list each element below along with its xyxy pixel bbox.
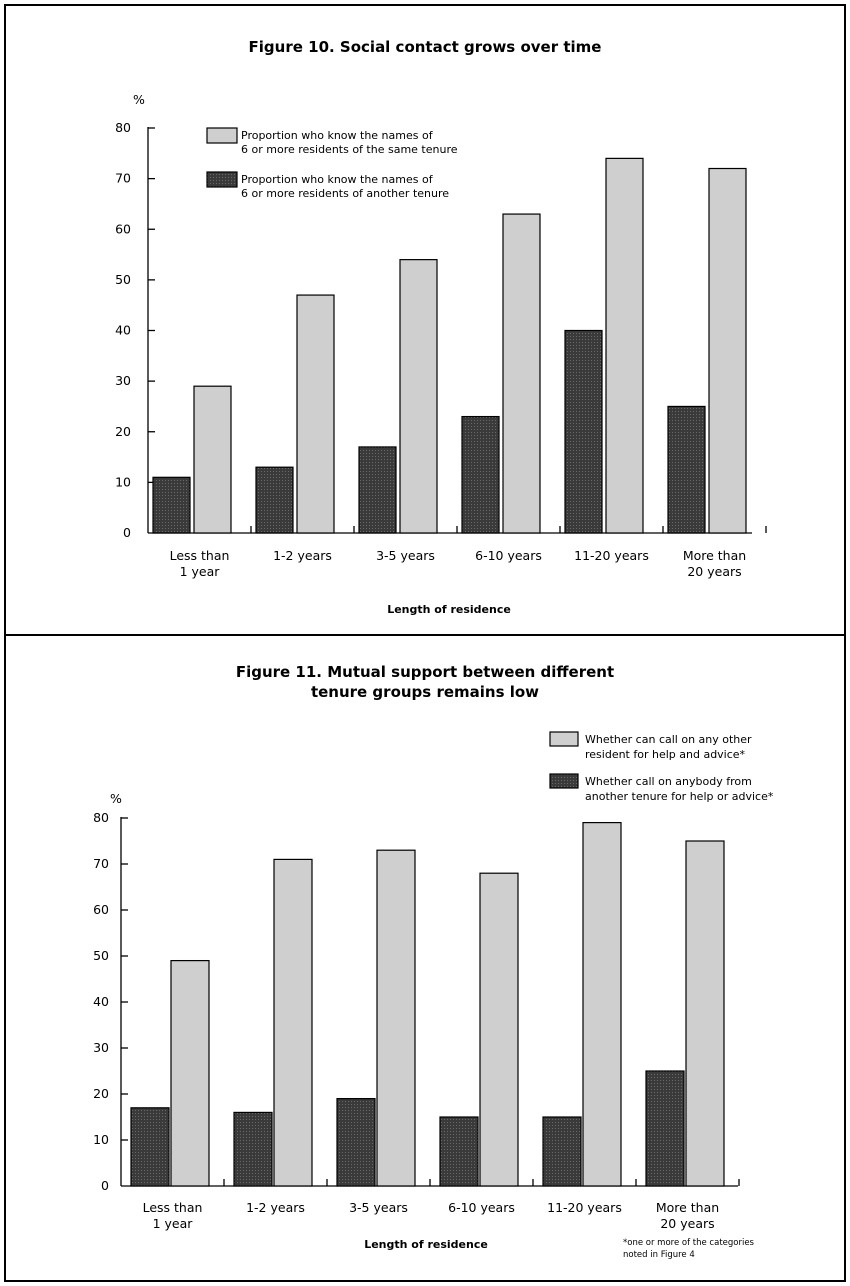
fig11-bar-other-tenure xyxy=(130,1107,170,1187)
fig11-bar-other-tenure xyxy=(542,1116,582,1187)
fig11-category-label: 11-20 years xyxy=(547,1200,622,1215)
fig11-category-label: Less than xyxy=(143,1200,203,1215)
fig10-y-tick-label: 50 xyxy=(115,272,131,287)
fig11-bar-same-tenure xyxy=(479,872,519,1187)
fig10-category-label: 3-5 years xyxy=(376,548,435,563)
fig10-bar-other-tenure xyxy=(358,446,397,534)
fig11-footnote: noted in Figure 4 xyxy=(623,1250,695,1260)
fig11-y-tick-label: 20 xyxy=(93,1086,109,1101)
fig10-legend-label: 6 or more residents of another tenure xyxy=(241,187,449,200)
figure-10-chart: Figure 10. Social contact grows over tim… xyxy=(115,38,767,616)
fig11-category-label: 20 years xyxy=(660,1216,714,1231)
figure-11-chart: Figure 11. Mutual support between differ… xyxy=(93,663,774,1260)
fig11-y-tick-label: 30 xyxy=(93,1040,109,1055)
fig11-bar-same-tenure xyxy=(582,821,622,1187)
fig11-footnote: *one or more of the categories xyxy=(623,1238,755,1248)
fig11-category-label: 1-2 years xyxy=(246,1200,305,1215)
fig10-bar-other-tenure xyxy=(255,466,294,534)
fig10-bar-other-tenure xyxy=(461,415,500,534)
fig10-bar-same-tenure xyxy=(605,157,644,534)
fig11-bar-same-tenure xyxy=(685,840,725,1187)
fig11-legend-label: another tenure for help or advice* xyxy=(585,790,774,803)
fig11-y-tick-label: 0 xyxy=(101,1178,109,1193)
fig10-y-tick-label: 80 xyxy=(115,120,131,135)
fig11-title: tenure groups remains low xyxy=(311,683,539,701)
fig10-legend-label: Proportion who know the names of xyxy=(241,129,434,142)
fig10-y-tick-label: 40 xyxy=(115,323,131,338)
fig10-y-tick-label: 10 xyxy=(115,474,131,489)
fig10-y-unit-label: % xyxy=(133,92,145,107)
fig10-bar-other-tenure xyxy=(564,329,603,534)
fig10-bar-same-tenure xyxy=(193,385,232,534)
fig10-y-tick-label: 60 xyxy=(115,221,131,236)
fig10-y-tick-label: 0 xyxy=(123,525,131,540)
fig11-legend-swatch xyxy=(549,731,579,747)
fig10-category-label: 11-20 years xyxy=(574,548,649,563)
fig11-y-tick-label: 60 xyxy=(93,902,109,917)
fig10-bar-same-tenure xyxy=(502,213,541,534)
fig10-title: Figure 10. Social contact grows over tim… xyxy=(249,38,602,56)
fig10-bar-same-tenure xyxy=(399,259,438,534)
fig11-category-label: 3-5 years xyxy=(349,1200,408,1215)
fig10-category-label: 6-10 years xyxy=(475,548,542,563)
fig11-x-axis-title: Length of residence xyxy=(364,1238,488,1251)
fig10-bar-other-tenure xyxy=(152,476,191,534)
fig11-y-tick-label: 50 xyxy=(93,948,109,963)
fig11-y-tick-label: 70 xyxy=(93,856,109,871)
fig11-legend-label: Whether can call on any other xyxy=(585,733,752,746)
fig11-legend-label: resident for help and advice* xyxy=(585,748,746,761)
fig11-y-tick-label: 10 xyxy=(93,1132,109,1147)
fig10-y-tick-label: 20 xyxy=(115,424,131,439)
fig11-bar-other-tenure xyxy=(439,1116,479,1187)
fig11-bar-other-tenure xyxy=(645,1070,685,1187)
fig11-legend-label: Whether call on anybody from xyxy=(585,775,752,788)
fig11-category-label: 1 year xyxy=(153,1216,194,1231)
fig10-category-label: 1-2 years xyxy=(273,548,332,563)
fig11-y-unit-label: % xyxy=(110,791,122,806)
fig11-bar-other-tenure xyxy=(233,1111,273,1187)
fig10-category-label: 1 year xyxy=(180,564,221,579)
fig10-bar-same-tenure xyxy=(296,294,335,534)
fig11-bar-same-tenure xyxy=(170,959,210,1187)
fig11-bar-other-tenure xyxy=(336,1097,376,1187)
fig10-y-tick-label: 30 xyxy=(115,373,131,388)
fig10-y-tick-label: 70 xyxy=(115,171,131,186)
fig10-bar-other-tenure xyxy=(667,405,706,534)
fig10-category-label: Less than xyxy=(170,548,230,563)
fig11-bar-same-tenure xyxy=(273,858,313,1187)
fig10-bar-same-tenure xyxy=(708,167,747,534)
fig10-legend-swatch xyxy=(206,171,238,188)
fig11-title: Figure 11. Mutual support between differ… xyxy=(236,663,614,681)
fig10-legend-label: Proportion who know the names of xyxy=(241,173,434,186)
fig11-legend-swatch xyxy=(549,773,579,789)
fig10-category-label: 20 years xyxy=(687,564,741,579)
fig10-x-axis-title: Length of residence xyxy=(387,603,511,616)
fig10-legend-label: 6 or more residents of the same tenure xyxy=(241,143,458,156)
fig11-category-label: 6-10 years xyxy=(448,1200,515,1215)
figure-11-panel xyxy=(4,634,846,1282)
fig11-bar-same-tenure xyxy=(376,849,416,1187)
fig11-y-tick-label: 40 xyxy=(93,994,109,1009)
fig10-legend-swatch xyxy=(206,127,238,144)
fig10-category-label: More than xyxy=(683,548,746,563)
fig11-category-label: More than xyxy=(656,1200,719,1215)
fig11-y-tick-label: 80 xyxy=(93,810,109,825)
